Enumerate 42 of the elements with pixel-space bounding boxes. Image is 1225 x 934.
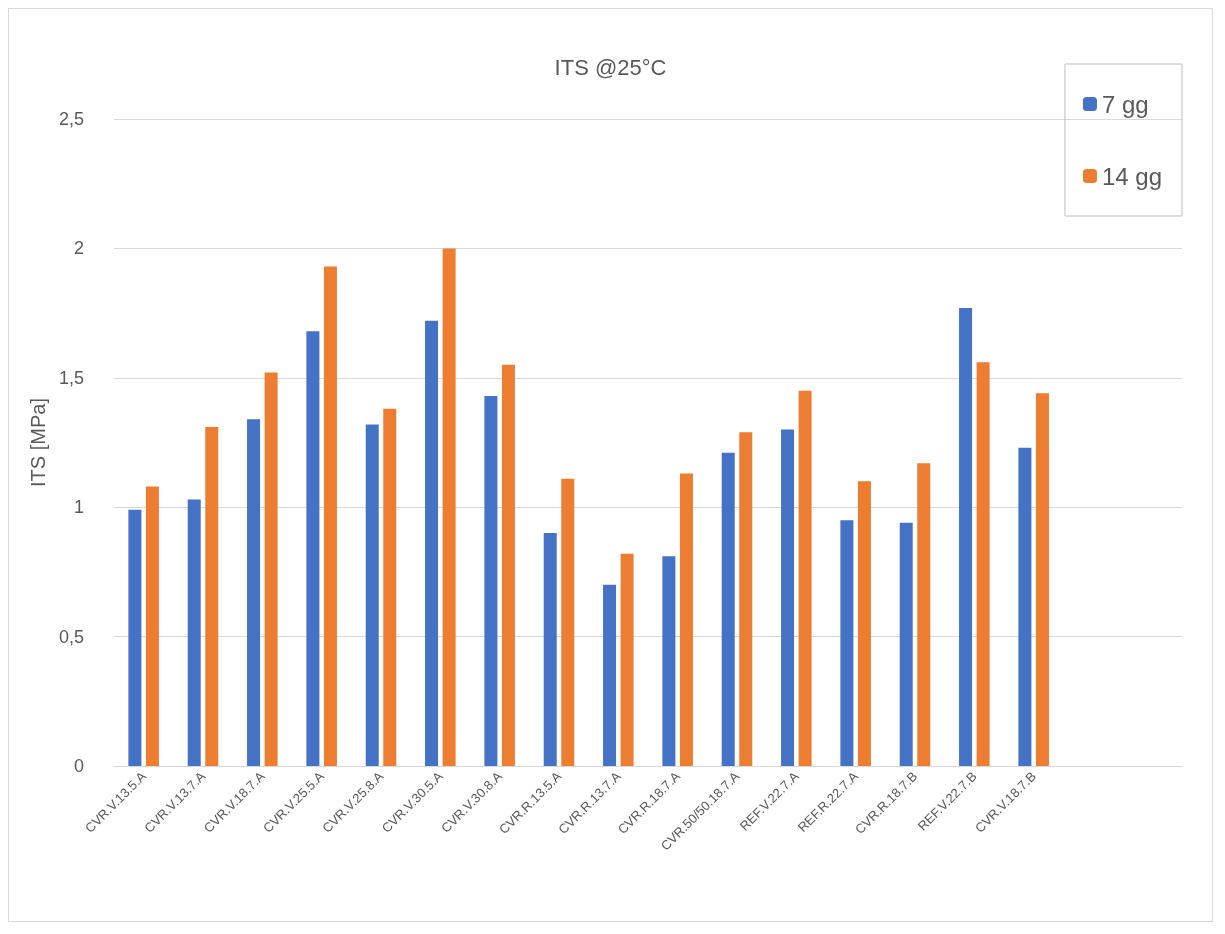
bar (679, 473, 693, 766)
bar (145, 486, 159, 766)
y-tick-label: 2,5 (58, 109, 84, 129)
chart-title: ITS @25°C (554, 54, 667, 80)
bar (976, 362, 990, 766)
legend-label: 14 gg (1101, 162, 1162, 190)
bar (781, 429, 795, 766)
bar (247, 419, 261, 766)
bar (484, 395, 498, 766)
bar (501, 364, 515, 766)
bar (739, 432, 753, 766)
y-axis-title: ITS [MPa] (27, 398, 50, 487)
bar (721, 452, 735, 766)
bar (187, 499, 201, 766)
bar (959, 307, 973, 766)
bar (205, 426, 219, 766)
bar (840, 520, 854, 766)
bar (128, 509, 142, 766)
bar (1035, 393, 1049, 766)
bar (1018, 447, 1032, 766)
bar (323, 266, 337, 766)
bar (264, 372, 278, 766)
bar (383, 408, 397, 766)
bar (365, 424, 379, 766)
bar (798, 390, 812, 766)
y-tick-label: 1 (73, 497, 84, 518)
bar (425, 320, 439, 766)
y-tick-label: 1,5 (58, 367, 84, 388)
bar (620, 553, 634, 766)
bar (899, 522, 913, 766)
bar (442, 248, 456, 766)
bar (543, 533, 557, 766)
bar (917, 463, 931, 766)
y-tick-label: 0,5 (58, 626, 84, 647)
bar (857, 481, 871, 766)
y-tick-label: 0 (73, 756, 84, 776)
legend-label: 7 gg (1101, 90, 1149, 118)
bar (603, 584, 617, 766)
bar (561, 478, 575, 766)
bar (662, 556, 676, 766)
y-tick-label: 2 (73, 238, 84, 259)
bar (306, 331, 320, 766)
